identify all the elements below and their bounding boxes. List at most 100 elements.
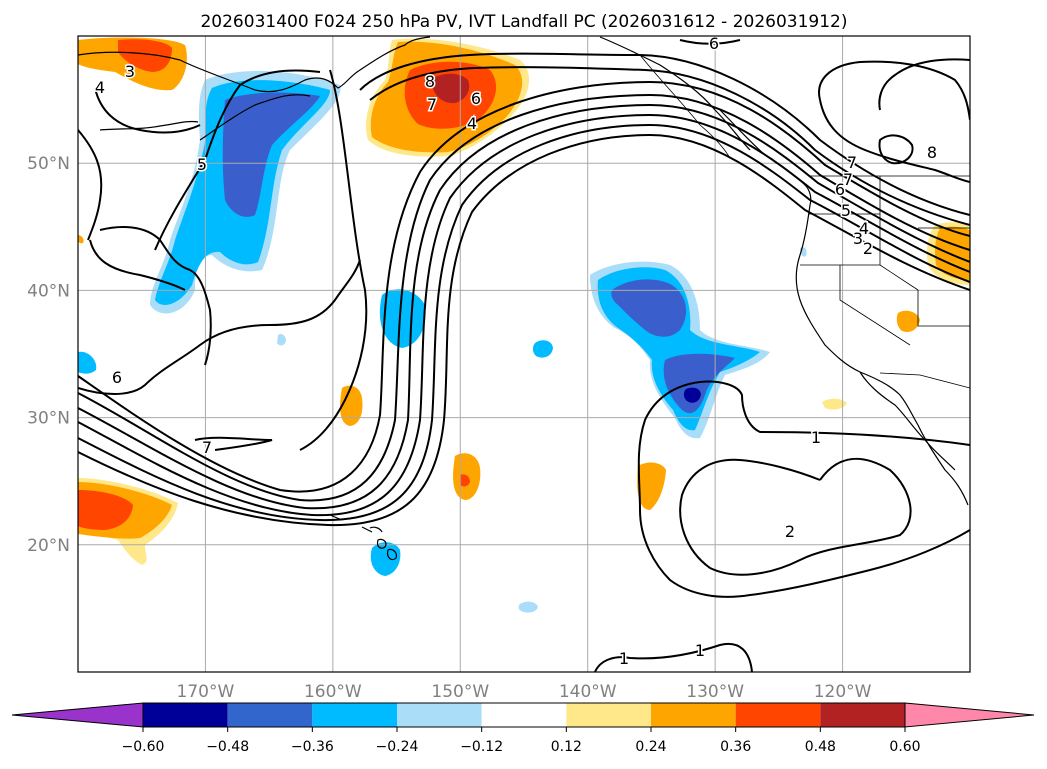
neg-region-max — [683, 387, 701, 403]
lat-tick-label: 20°N — [27, 536, 70, 556]
contour-label: 7 — [427, 95, 437, 114]
contour-label: 6 — [471, 89, 481, 108]
lat-tick-label: 40°N — [27, 281, 70, 301]
contour-label: 6 — [112, 368, 122, 387]
contour-label: 1 — [619, 649, 629, 668]
longitude-labels: 170°W 160°W 150°W 140°W 130°W 120°W — [177, 682, 872, 702]
border-states-2 — [800, 264, 970, 327]
neg-region-west-edge — [78, 351, 97, 374]
neg-region-east-pacific-strong — [611, 279, 687, 337]
contour-jet-2 — [78, 103, 970, 510]
neg-region-small-1 — [532, 340, 553, 358]
colorbar-tick-label: 0.12 — [551, 739, 582, 755]
colorbar-tick-label: 0.24 — [635, 739, 666, 755]
contour-label: 5 — [841, 201, 851, 220]
contour-label: 7 — [202, 438, 212, 457]
contour-jet-1 — [78, 93, 970, 502]
pv-contours — [78, 39, 970, 672]
contour-label: 1 — [811, 428, 821, 447]
colorbar-tick-label: 0.36 — [720, 739, 751, 755]
contour-north-2 — [369, 66, 970, 226]
colorbar-tick-label: 0.60 — [889, 739, 920, 755]
colorbar-tick-label: 0.48 — [805, 739, 836, 755]
contour-label: 5 — [197, 155, 207, 174]
contour-west-loop — [99, 226, 212, 366]
border-states-4 — [839, 265, 911, 346]
contour-label: 4 — [467, 114, 477, 133]
colorbar-segment — [481, 703, 567, 727]
lon-tick-label: 160°W — [304, 682, 362, 702]
coast-hawaii-2 — [369, 526, 383, 533]
colorbar-segment — [143, 703, 228, 727]
lat-tick-label: 30°N — [27, 409, 70, 429]
border-us-mexico — [879, 372, 970, 389]
contour-north-6 — [679, 39, 741, 45]
contour-label: 7 — [847, 153, 857, 172]
colorbar-segment — [312, 703, 397, 727]
contour-1-bottom — [594, 642, 753, 672]
map-area: 6 3 4 5 8 7 6 4 7 6 7 1 2 1 1 8 7 6 5 4 … — [78, 34, 970, 672]
colorbar-tick-label: −0.24 — [376, 739, 419, 755]
lon-tick-label: 140°W — [559, 682, 617, 702]
contour-label: 6 — [835, 180, 845, 199]
contour-west-6 — [78, 259, 361, 395]
coast-aleutians — [99, 120, 199, 131]
colorbar-tick-label: −0.12 — [460, 739, 503, 755]
contour-jet-5 — [78, 133, 970, 527]
contour-inner-1 — [78, 80, 970, 493]
colorbar-segment — [397, 703, 482, 727]
figure-title: 2026031400 F024 250 hPa PV, IVT Landfall… — [200, 12, 847, 32]
border-alaska-canada — [639, 54, 731, 159]
contour-label: 3 — [125, 62, 135, 81]
contour-label: 4 — [95, 78, 105, 97]
neg-region-east-pacific-strong-2 — [663, 353, 735, 414]
contour-label: 3 — [853, 229, 863, 248]
colorbar-segment — [820, 703, 905, 727]
contour-west-7 — [194, 436, 273, 451]
colorbar-tick-label: −0.60 — [122, 739, 165, 755]
contour-west-top-2 — [78, 129, 103, 241]
colorbar: −0.60 −0.48 −0.36 −0.24 −0.12 0.12 0.24 0.36 0.4… — [11, 702, 1035, 755]
lon-tick-label: 150°W — [431, 682, 489, 702]
colorbar-segment — [566, 703, 651, 727]
contour-labels: 6 3 4 5 8 7 6 4 7 6 7 1 2 1 1 8 7 6 5 4 … — [93, 34, 938, 670]
contour-ne-7 — [819, 99, 970, 183]
contour-jet-4 — [78, 123, 970, 522]
negative-anomaly-fills — [78, 70, 807, 613]
colorbar-tick-label: −0.36 — [291, 739, 334, 755]
pos-region-small-6 — [822, 398, 847, 410]
contour-west-mid — [89, 239, 186, 291]
coast-hawaii — [329, 514, 397, 561]
political-borders — [639, 54, 970, 389]
pos-region-sw-corner-strong — [78, 490, 133, 530]
colorbar-segment — [227, 703, 313, 727]
pos-region-25n-135w — [637, 462, 666, 510]
contour-1-high — [637, 380, 970, 598]
contour-ne-8 — [878, 58, 970, 111]
contour-label: 2 — [785, 522, 795, 541]
neg-region-small-2 — [518, 601, 538, 613]
colorbar-tick-label: −0.48 — [206, 739, 249, 755]
neg-region-small-3 — [277, 333, 286, 346]
colorbar-frame — [142, 702, 906, 728]
neg-region-gulf-alaska-strong — [222, 92, 320, 217]
colorbar-segment — [651, 703, 736, 727]
map-frame — [77, 35, 971, 673]
pos-region-nw-corner-strong — [118, 39, 172, 72]
contour-west-5 — [154, 69, 321, 251]
colorbar-extend-high — [904, 702, 1035, 728]
contour-label: 1 — [695, 641, 705, 660]
contour-label: 6 — [709, 34, 719, 53]
contour-label: 8 — [927, 143, 937, 162]
colorbar-segment — [735, 703, 821, 727]
lat-tick-label: 50°N — [27, 154, 70, 174]
pos-region-small-7 — [78, 235, 84, 244]
colorbar-extend-low — [11, 702, 144, 728]
contour-jet-3 — [78, 113, 970, 517]
coast-alaska-peninsula — [199, 94, 311, 141]
contour-label: 7 — [843, 170, 853, 189]
lon-tick-label: 120°W — [814, 682, 872, 702]
contour-2-high — [679, 457, 912, 576]
